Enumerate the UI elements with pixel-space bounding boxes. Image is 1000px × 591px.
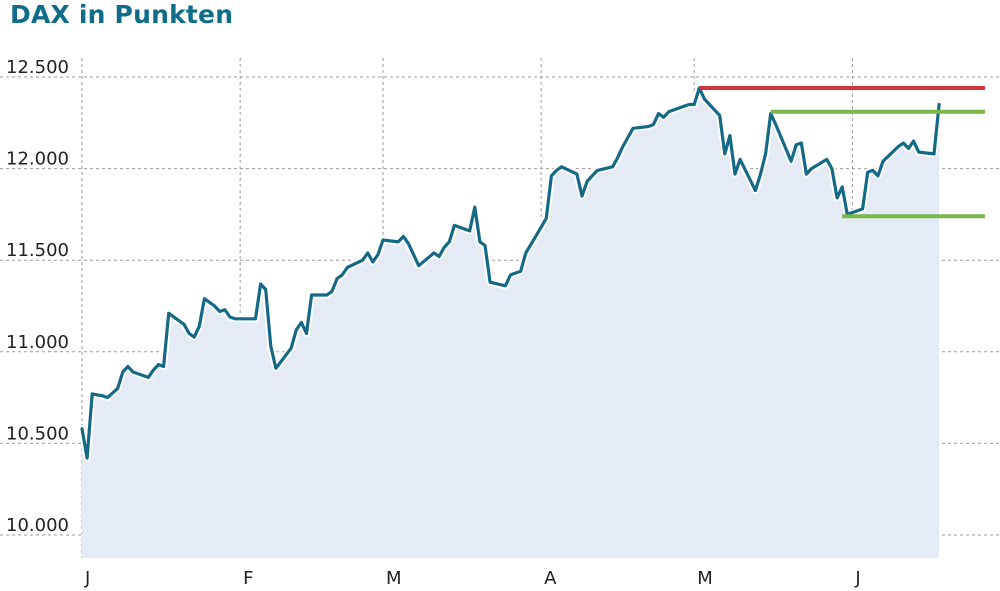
area-layer (82, 88, 940, 558)
y-tick-label: 12.000 (6, 149, 69, 170)
x-tick-label: F (243, 568, 253, 589)
y-tick-label: 10.000 (6, 515, 69, 536)
x-tick-label: M (386, 568, 402, 589)
series-line (80, 86, 941, 460)
y-tick-label: 10.500 (6, 423, 69, 444)
x-tick-label: A (544, 568, 557, 589)
axis-layer: 10.000 10.500 11.000 11.500 12.000 12.500 J F M A… (6, 57, 861, 589)
y-tick-label: 12.500 (6, 57, 69, 78)
series-area (82, 88, 940, 558)
x-tick-label: M (697, 568, 713, 589)
y-tick-label: 11.500 (6, 240, 69, 261)
x-tick-label: J (84, 568, 90, 589)
y-tick-label: 11.000 (6, 332, 69, 353)
x-tick-label: J (854, 568, 860, 589)
line-layer (78, 84, 943, 462)
chart-title: DAX in Punkten (10, 0, 234, 29)
annotation-layer (699, 85, 985, 219)
